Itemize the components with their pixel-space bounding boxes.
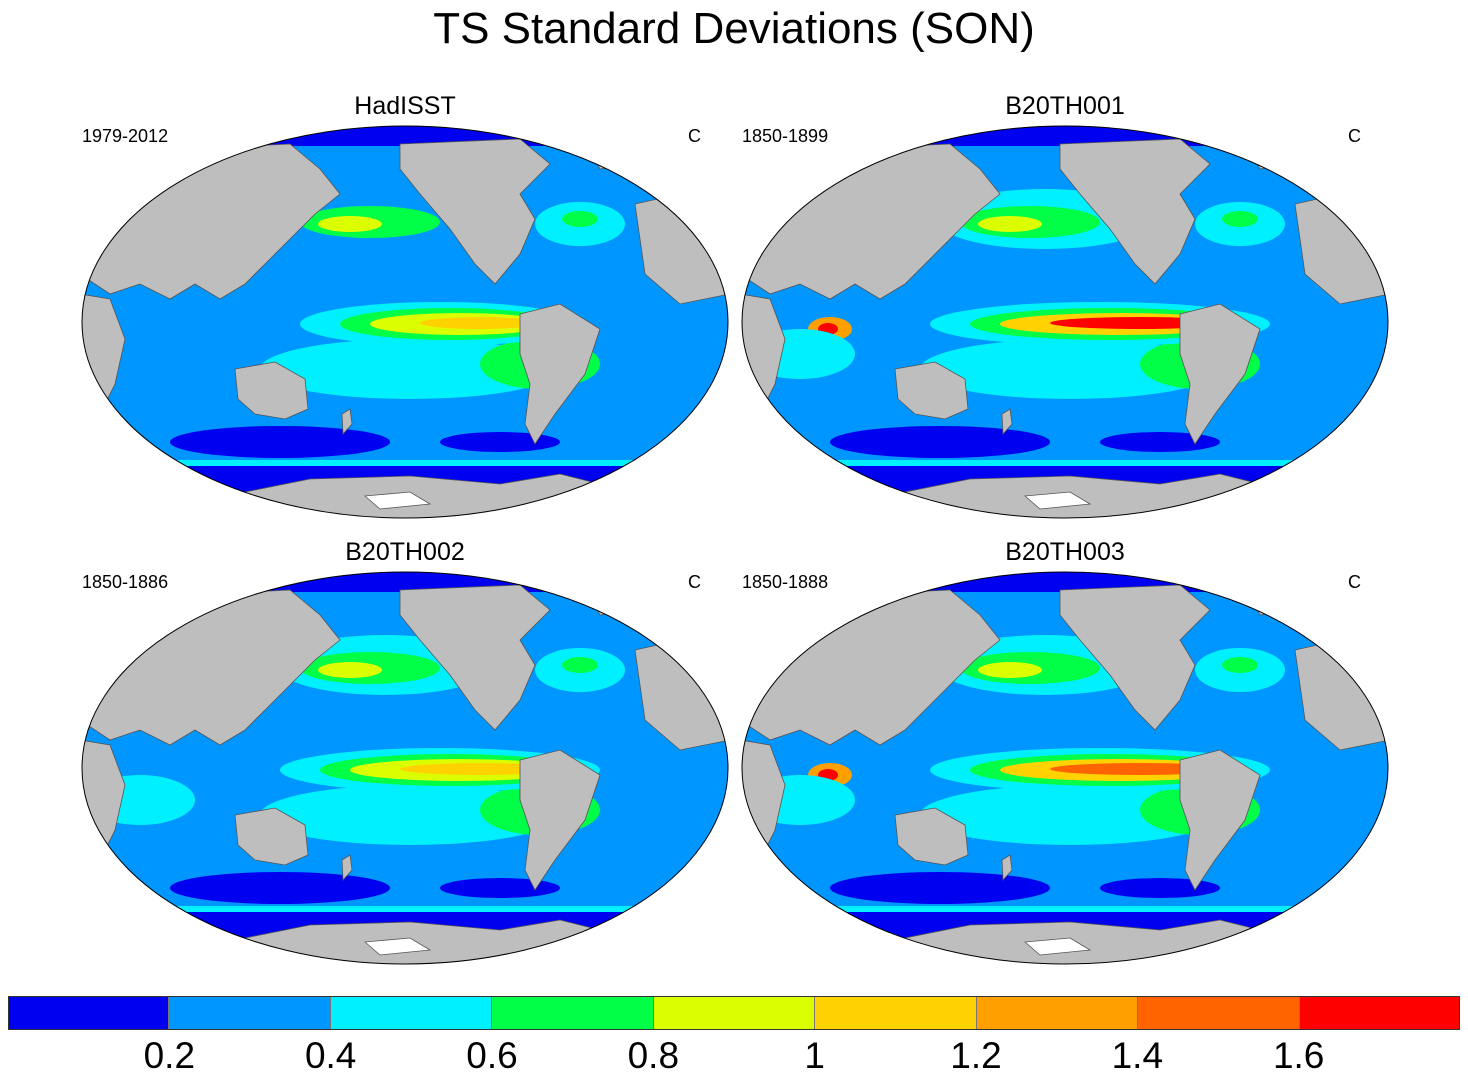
panel-units-label: C [688,572,701,592]
map-field [82,572,728,964]
world-map [81,571,729,965]
colorbar-swatch [8,996,170,1030]
map-panel-b20th002: B20TH002 1850-1886 C [80,538,730,980]
map-field [82,126,728,518]
panel-units-label: C [1348,126,1361,146]
panel-units-label: C [1348,572,1361,592]
colorbar-swatch [330,996,493,1030]
panel-title: B20TH003 [1005,538,1125,566]
panel-period-label: 1979-2012 [82,126,169,146]
map-panel-b20th003: B20TH003 1850-1888 C [740,538,1390,980]
colorbar-tick-label: 1 [804,1035,825,1076]
colorbar-tick-label: 0.8 [627,1035,680,1076]
colorbar-swatch [815,996,977,1030]
colorbar-swatch [1299,996,1460,1030]
map-panel-b20th001: B20TH001 1850-1899 C [740,92,1390,534]
map-field [742,572,1388,964]
colorbar-frame [8,996,1460,1030]
colorbar-tick-label: 1.6 [1272,1035,1325,1076]
colorbar-tick-label: 0.4 [304,1035,357,1076]
colorbar-tick-label: 0.2 [143,1035,196,1076]
colorbar-tick-label: 1.4 [1111,1035,1164,1076]
colorbar-swatch [653,996,816,1030]
colorbar-tick-label: 0.6 [466,1035,518,1076]
colorbar-tick-label: 1.2 [950,1035,1002,1076]
map-field [742,126,1388,518]
world-map [81,125,729,519]
colorbar-swatch [492,996,654,1030]
figure-title: TS Standard Deviations (SON) [433,4,1035,53]
panel-title: B20TH001 [1005,92,1125,120]
panel-title: B20TH002 [345,538,465,566]
map-panel-hadisst: HadISST 1979-2012 C [80,92,730,534]
panel-period-label: 1850-1888 [742,572,829,592]
panel-period-label: 1850-1886 [82,572,169,592]
colorbar-swatch [1138,996,1300,1030]
colorbar-swatch [976,996,1139,1030]
panel-units-label: C [688,126,701,146]
world-map [741,571,1389,965]
colorbar-swatch [169,996,331,1030]
panel-title: HadISST [354,92,456,120]
world-map [741,125,1389,519]
colorbar [8,996,1460,1030]
panel-period-label: 1850-1899 [742,126,829,146]
